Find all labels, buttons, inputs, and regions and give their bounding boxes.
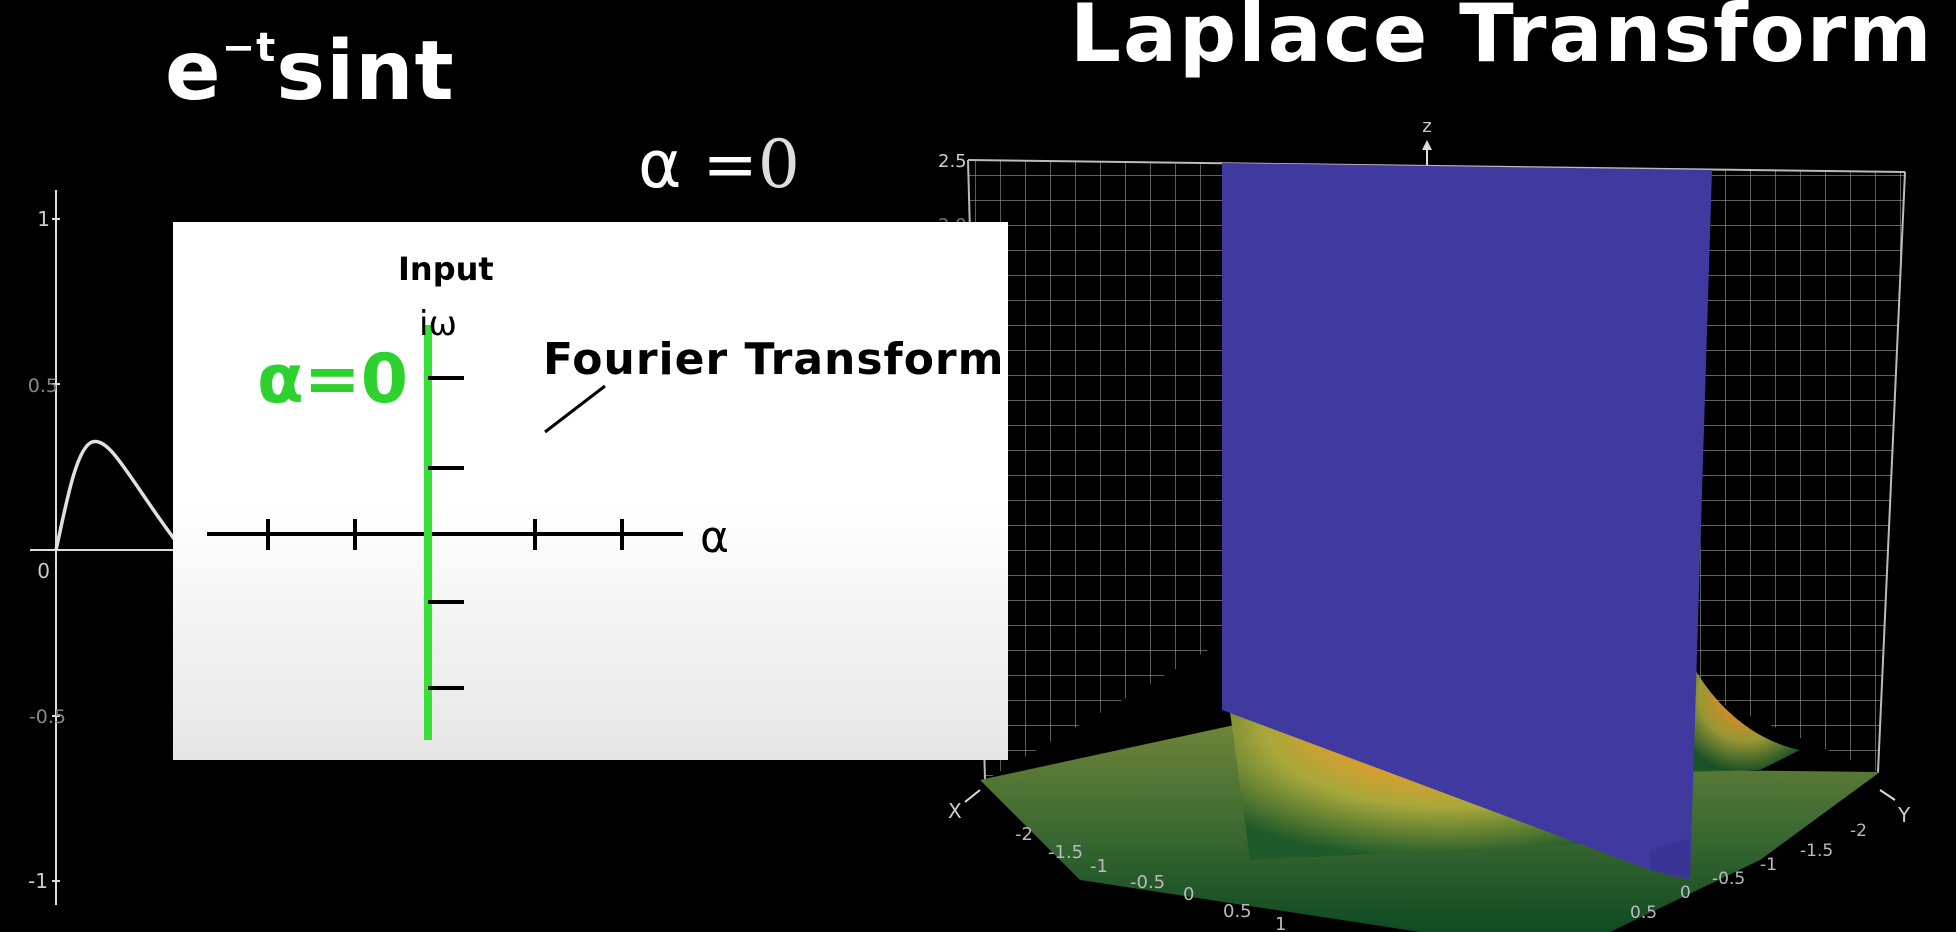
y-tick-label: 0.5 xyxy=(1630,903,1657,923)
alpha-symbol: α xyxy=(638,126,682,203)
back-wall-grid-left xyxy=(968,160,1225,780)
alpha-value: 0 xyxy=(757,126,800,203)
y-tick-label: -1.5 xyxy=(1800,841,1833,861)
y-tick-label: 0.5 xyxy=(28,375,58,397)
y-tick-label: -1 xyxy=(28,869,48,893)
y-tick-label: -0.5 xyxy=(1712,869,1745,889)
page-title: Laplace Transform xyxy=(1070,0,1934,80)
damped-sine-curve xyxy=(54,439,177,551)
surface-bump-right xyxy=(1690,660,1800,772)
z-axis-arrow-head xyxy=(1422,140,1432,150)
function-formula: e−tsint xyxy=(165,28,455,113)
x-tick-label: -1.5 xyxy=(1048,842,1083,863)
time-plot: 1 0.5 0 -0.5 -1 xyxy=(28,190,177,905)
wall-edge xyxy=(967,159,1906,173)
x-tick-label: 0 xyxy=(1183,884,1194,905)
omega-label: iω xyxy=(419,304,457,344)
z-tick-label: 2.5 xyxy=(938,151,967,172)
alpha-zero-label: α=0 xyxy=(257,340,409,419)
x-tick-label: -1 xyxy=(1090,856,1108,877)
x-tick-label: -2 xyxy=(1015,824,1033,845)
y-tick-label: -2 xyxy=(1850,821,1867,841)
formula-rest: sint xyxy=(276,24,455,119)
y-axis-label: Y xyxy=(1897,803,1911,827)
alpha-zero-plane-edge xyxy=(1650,838,1690,878)
y-tick-label: -1 xyxy=(1760,855,1777,875)
y-tick-label: -0.5 xyxy=(29,706,66,728)
x-axis-label: X xyxy=(948,799,962,823)
z-axis-label: z xyxy=(1422,116,1431,137)
fourier-pointer-line xyxy=(544,384,606,434)
back-wall-grid-right xyxy=(1690,168,1905,772)
x-tick-label: -0.5 xyxy=(1130,872,1165,893)
complex-plane xyxy=(207,325,683,740)
input-label: Input xyxy=(398,250,494,288)
y-axis-arrow xyxy=(1879,789,1896,801)
alpha-equals: = xyxy=(702,126,758,203)
y-tick-label: 1 xyxy=(37,207,50,231)
wall-edge xyxy=(1877,171,1906,773)
fourier-transform-label: Fourier Transform xyxy=(543,334,1005,385)
y-tick-label: 0 xyxy=(37,559,50,583)
alpha-zero-plane xyxy=(1222,163,1712,880)
x-tick-label: 1 xyxy=(1275,914,1286,932)
complex-plane-card: Input iω α=0 Fourier Transform α xyxy=(173,222,1008,760)
formula-exponent: −t xyxy=(221,25,277,71)
formula-base: e xyxy=(165,24,222,119)
x-axis-arrow xyxy=(964,789,981,803)
alpha-readout: α =0 xyxy=(638,132,800,198)
alpha-axis-label: α xyxy=(700,512,730,563)
x-tick-label: 0.5 xyxy=(1223,901,1252,922)
y-tick-label: 0 xyxy=(1680,883,1691,903)
